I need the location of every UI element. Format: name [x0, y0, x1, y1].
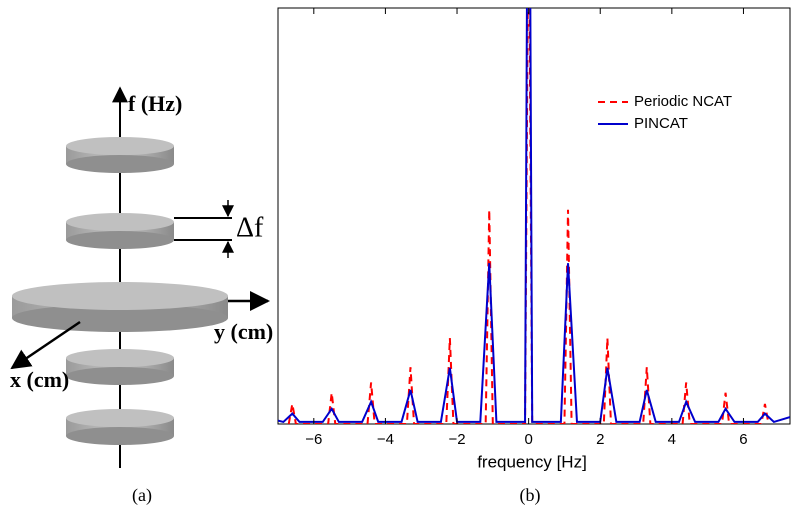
plot-frame [277, 7, 791, 425]
x-label: x (cm) [10, 367, 69, 392]
disc [12, 282, 228, 332]
disc [66, 213, 174, 249]
legend-box [590, 88, 775, 138]
x-axis-title: frequency [Hz] [477, 452, 587, 471]
x-tick-label: 0 [524, 431, 532, 448]
f-label: f (Hz) [128, 91, 182, 116]
x-tick-label: −4 [377, 431, 394, 448]
plot-area [278, 8, 790, 424]
legend: Periodic NCAT PINCAT [590, 88, 775, 138]
y-label: y (cm) [214, 319, 273, 344]
series-line [278, 8, 790, 424]
disc [66, 349, 174, 385]
legend-label: Periodic NCAT [634, 93, 732, 110]
legend-label: PINCAT [634, 115, 688, 132]
delta-label: Δf [236, 212, 264, 243]
caption: (a) [132, 485, 152, 506]
x-arrow [10, 320, 81, 370]
series-line [287, 8, 770, 424]
disc [66, 409, 174, 445]
x-tick-label: −6 [305, 431, 322, 448]
x-tick-label: 6 [739, 431, 747, 448]
x-tick-label: 2 [596, 431, 604, 448]
x-tick-label: 4 [668, 431, 676, 448]
disc [66, 137, 174, 173]
disc-diagram: f (Hz) Δf y (cm) x (cm) (a) [10, 86, 273, 506]
caption: (b) [520, 485, 541, 506]
x-tick-label: −2 [448, 431, 465, 448]
